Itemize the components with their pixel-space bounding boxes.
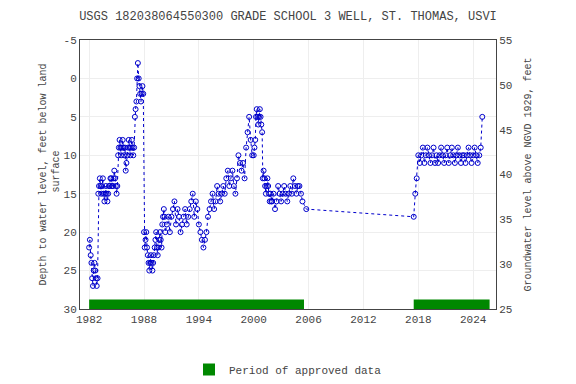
svg-text:2000: 2000 [241, 314, 267, 326]
svg-text:2018: 2018 [405, 314, 431, 326]
svg-text:45: 45 [499, 125, 512, 137]
svg-text:5: 5 [70, 112, 77, 124]
svg-text:50: 50 [499, 80, 512, 92]
svg-text:-5: -5 [64, 35, 77, 47]
svg-text:25: 25 [64, 265, 77, 277]
svg-text:30: 30 [499, 259, 512, 271]
svg-text:15: 15 [64, 189, 77, 201]
svg-text:Groundwater level above NGVD 1: Groundwater level above NGVD 1929, feet [523, 57, 534, 291]
svg-text:Period of approved data: Period of approved data [229, 365, 381, 377]
svg-text:USGS 182038064550300 GRADE SCH: USGS 182038064550300 GRADE SCHOOL 3 WELL… [79, 10, 497, 24]
svg-text:30: 30 [64, 304, 77, 316]
svg-text:2006: 2006 [295, 314, 321, 326]
svg-text:1988: 1988 [131, 314, 157, 326]
svg-text:55: 55 [499, 35, 512, 47]
svg-text:35: 35 [499, 214, 512, 226]
svg-text:10: 10 [64, 150, 77, 162]
svg-text:0: 0 [70, 73, 77, 85]
svg-text:40: 40 [499, 169, 512, 181]
svg-text:Depth to water level, feet bel: Depth to water level, feet below land su… [38, 63, 62, 285]
svg-text:2024: 2024 [460, 314, 487, 326]
svg-text:1994: 1994 [186, 314, 213, 326]
svg-text:1982: 1982 [76, 314, 102, 326]
svg-text:25: 25 [499, 304, 512, 316]
svg-text:2012: 2012 [350, 314, 376, 326]
svg-text:20: 20 [64, 227, 77, 239]
